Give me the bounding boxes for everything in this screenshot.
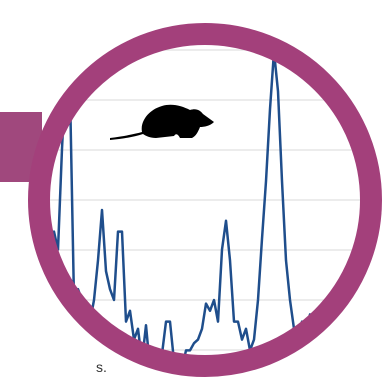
caption-fragment: s. (96, 359, 107, 375)
lens-ring (28, 23, 382, 377)
mouse-icon (110, 104, 214, 140)
